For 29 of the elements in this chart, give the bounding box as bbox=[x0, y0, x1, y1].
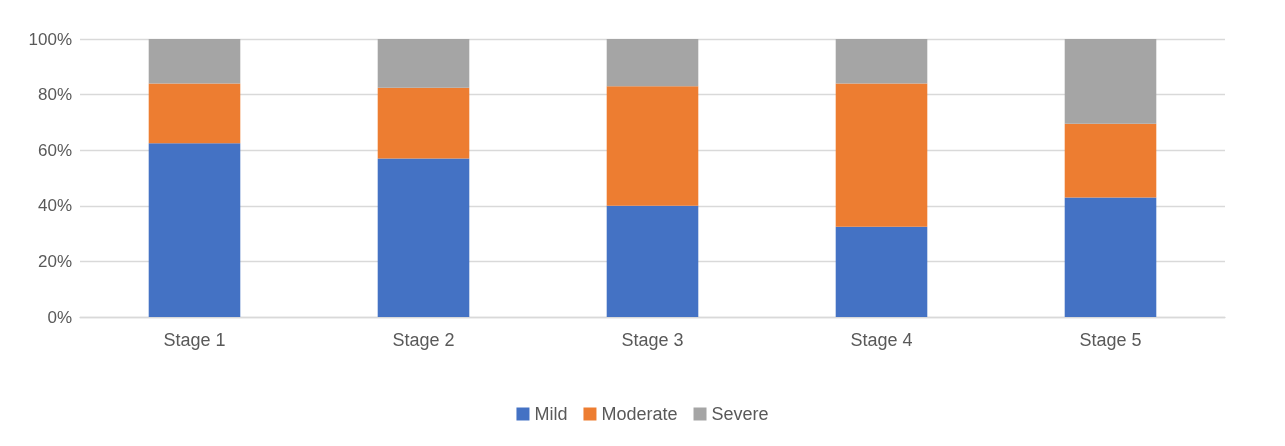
x-tick-label: Stage 4 bbox=[850, 330, 913, 350]
bar bbox=[148, 143, 241, 317]
bar bbox=[1064, 197, 1157, 317]
y-tick-label: 20% bbox=[37, 251, 72, 271]
y-tick-label: 60% bbox=[37, 140, 72, 160]
bar bbox=[835, 39, 928, 84]
y-tick-label: 40% bbox=[37, 196, 72, 216]
x-tick-label: Stage 1 bbox=[163, 330, 226, 350]
bar bbox=[835, 83, 928, 227]
y-tick-label: 0% bbox=[47, 307, 72, 327]
bar bbox=[148, 83, 241, 144]
bar bbox=[1064, 39, 1157, 124]
bar bbox=[377, 87, 470, 159]
legend-label: Moderate bbox=[601, 404, 678, 424]
bar bbox=[606, 205, 699, 317]
legend-label: Severe bbox=[711, 404, 769, 424]
y-tick-label: 80% bbox=[37, 85, 72, 105]
x-tick-label: Stage 3 bbox=[621, 330, 684, 350]
bar bbox=[606, 86, 699, 206]
bar bbox=[835, 226, 928, 317]
legend-label: Mild bbox=[534, 404, 568, 424]
y-tick-label: 100% bbox=[28, 29, 72, 49]
x-tick-label: Stage 5 bbox=[1079, 330, 1142, 350]
bar bbox=[606, 39, 699, 87]
x-tick-label: Stage 2 bbox=[392, 330, 455, 350]
bar bbox=[377, 39, 470, 88]
bar bbox=[377, 158, 470, 317]
bar bbox=[148, 39, 241, 84]
bar bbox=[1064, 123, 1157, 198]
